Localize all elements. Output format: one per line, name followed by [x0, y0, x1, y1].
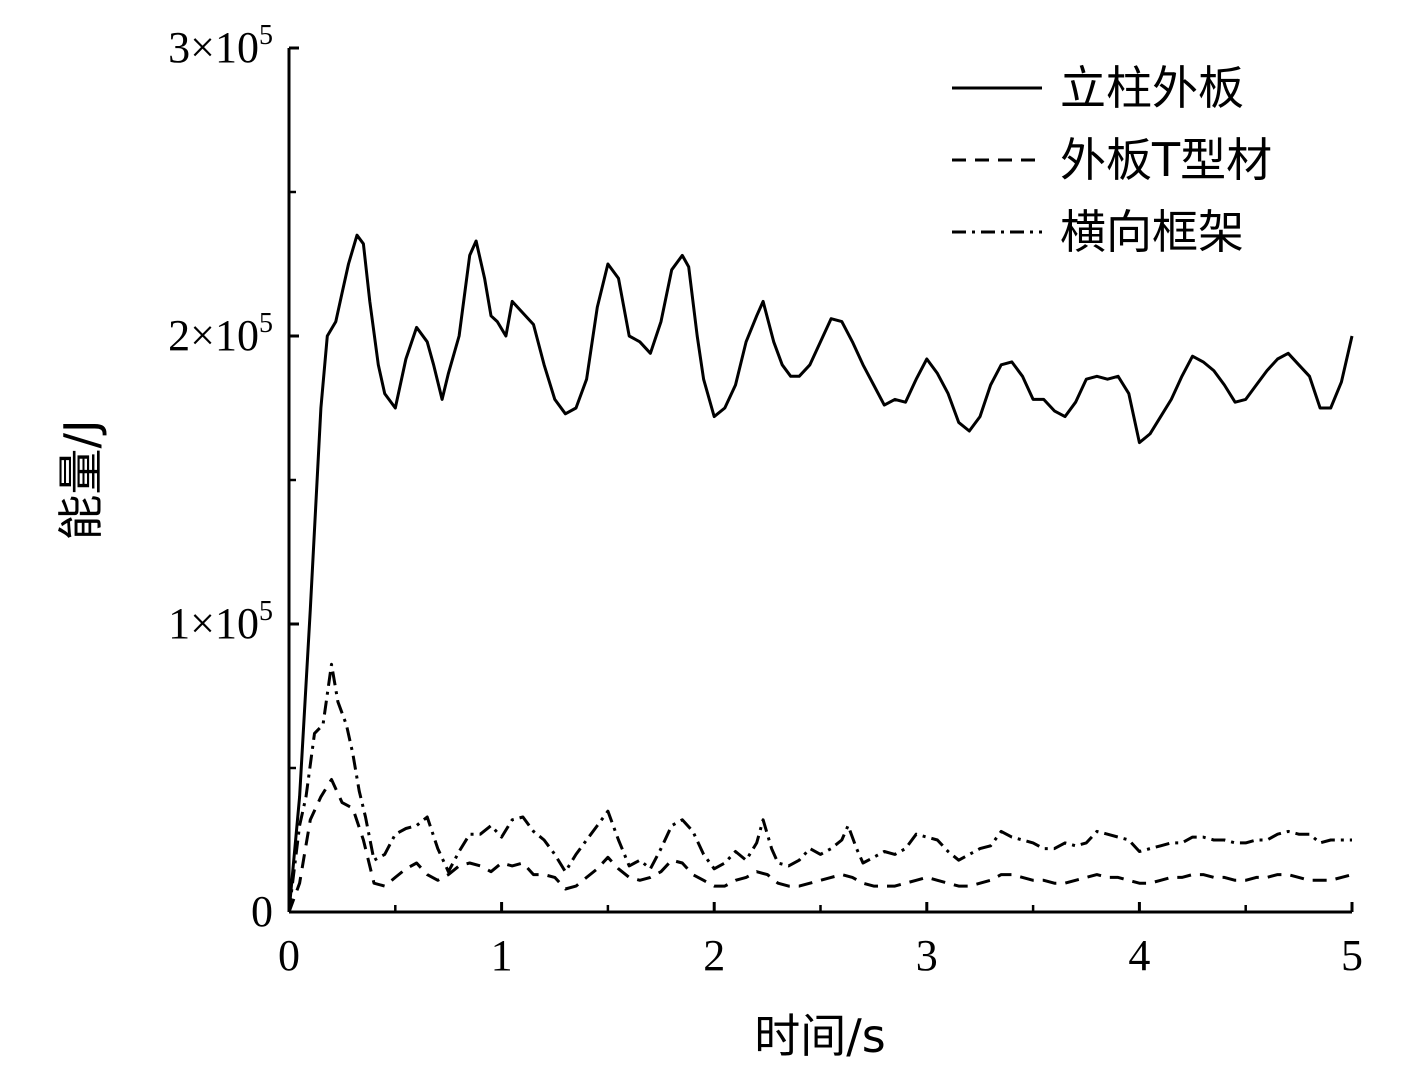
x-tick-label: 3 [916, 931, 938, 980]
y-tick-label: 2×105 [168, 308, 273, 360]
series-line-1 [287, 233, 1354, 913]
x-tick-label: 0 [278, 931, 300, 980]
y-tick-label: 3×105 [168, 20, 273, 72]
x-tick-label: 4 [1128, 931, 1150, 980]
y-tick-label: 0 [251, 887, 273, 936]
series-line-3 [287, 662, 1352, 913]
x-tick-label: 5 [1341, 931, 1363, 980]
x-axis-ticks: 0 1 2 3 4 5 [278, 902, 1363, 980]
y-tick-label: 1×105 [168, 596, 273, 648]
y-axis-ticks: 0 1×105 2×105 3×105 [168, 20, 299, 936]
x-tick-label: 1 [491, 931, 513, 980]
plot-area [287, 233, 1354, 913]
x-tick-label: 2 [703, 931, 725, 980]
series-line-2 [287, 778, 1353, 913]
x-axis-title: 时间/s [754, 1009, 885, 1063]
y-axis-title: 能量/J [54, 419, 108, 540]
legend-label-3: 横向框架 [1060, 205, 1244, 259]
legend-label-2: 外板T型材 [1060, 133, 1272, 187]
legend-label-1: 立柱外板 [1060, 61, 1244, 115]
